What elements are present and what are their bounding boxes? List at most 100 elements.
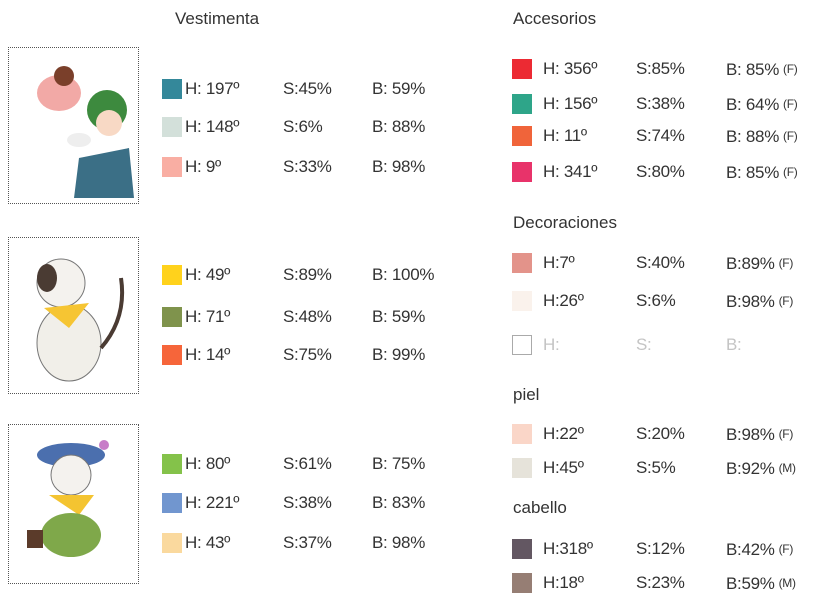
b-value: B: 59% bbox=[372, 307, 426, 326]
color-swatch bbox=[512, 126, 532, 146]
s-value: S:48% bbox=[283, 307, 332, 326]
illustration-dog-hat bbox=[8, 424, 139, 584]
h-value: H:318º bbox=[543, 539, 593, 558]
h-value: H: 221º bbox=[185, 493, 240, 512]
color-swatch bbox=[512, 335, 532, 355]
b-value: B:59% (M) bbox=[726, 574, 796, 593]
note: (F) bbox=[778, 427, 794, 441]
color-swatch bbox=[162, 533, 182, 553]
s-value: S:85% bbox=[636, 59, 685, 78]
color-swatch bbox=[512, 59, 532, 79]
section-title: cabello bbox=[513, 498, 567, 517]
h-value: H:22º bbox=[543, 424, 584, 443]
section-title: Decoraciones bbox=[513, 213, 617, 232]
note: (F) bbox=[783, 129, 798, 143]
color-swatch bbox=[162, 117, 182, 137]
color-swatch bbox=[162, 493, 182, 513]
s-value: S:45% bbox=[283, 79, 332, 98]
s-value: S:37% bbox=[283, 533, 332, 552]
note: (F) bbox=[783, 97, 798, 111]
b-value: B: 98% bbox=[372, 533, 426, 552]
color-swatch bbox=[512, 94, 532, 114]
s-value: S:40% bbox=[636, 253, 685, 272]
b-value: B: 59% bbox=[372, 79, 426, 98]
b-value: B: 85% (F) bbox=[726, 163, 798, 182]
b-value: B: 98% bbox=[372, 157, 426, 176]
s-value: S:61% bbox=[283, 454, 332, 473]
color-swatch bbox=[512, 162, 532, 182]
b-value: B:92% (M) bbox=[726, 459, 796, 478]
note: (M) bbox=[778, 576, 796, 590]
b-value: B: 75% bbox=[372, 454, 426, 473]
h-value: H:18º bbox=[543, 573, 584, 592]
illustration bbox=[37, 66, 134, 198]
s-value: S:12% bbox=[636, 539, 685, 558]
h-value: H: 14º bbox=[185, 345, 231, 364]
b-value: B:42% (F) bbox=[726, 540, 794, 559]
note: (F) bbox=[783, 165, 798, 179]
h-value: H: 9º bbox=[185, 157, 221, 176]
s-value: S:75% bbox=[283, 345, 332, 364]
b-value: B: 99% bbox=[372, 345, 426, 364]
h-value: H: 43º bbox=[185, 533, 231, 552]
note: (F) bbox=[778, 256, 794, 270]
h-value: H: 49º bbox=[185, 265, 231, 284]
h-value: H: 197º bbox=[185, 79, 240, 98]
b-value: B:98% (F) bbox=[726, 425, 794, 444]
color-swatch bbox=[162, 157, 182, 177]
color-swatch bbox=[512, 458, 532, 478]
color-swatch bbox=[512, 573, 532, 593]
note: (F) bbox=[783, 62, 798, 76]
color-swatch bbox=[162, 345, 182, 365]
s-value: S:6% bbox=[636, 291, 676, 310]
s-value: S:23% bbox=[636, 573, 685, 592]
h-value: H: 156º bbox=[543, 94, 598, 113]
illustration bbox=[27, 440, 109, 557]
illustration bbox=[36, 258, 125, 382]
h-value: H: 148º bbox=[185, 117, 240, 136]
s-value: S:5% bbox=[636, 458, 676, 477]
note: (M) bbox=[778, 461, 796, 475]
b-value: B: bbox=[726, 335, 742, 354]
note: (F) bbox=[778, 542, 794, 556]
color-swatch bbox=[512, 424, 532, 444]
s-value: S:33% bbox=[283, 157, 332, 176]
color-swatch bbox=[512, 291, 532, 311]
b-value: B: 88% bbox=[372, 117, 426, 136]
h-value: H: bbox=[543, 335, 560, 354]
b-value: B: 83% bbox=[372, 493, 426, 512]
b-value: B: 100% bbox=[372, 265, 435, 284]
b-value: B: 85% (F) bbox=[726, 60, 798, 79]
b-value: B:89% (F) bbox=[726, 254, 794, 273]
h-value: H: 11º bbox=[543, 126, 587, 145]
s-value: S:6% bbox=[283, 117, 323, 136]
h-value: H:45º bbox=[543, 458, 584, 477]
color-swatch bbox=[162, 307, 182, 327]
b-value: B: 88% (F) bbox=[726, 127, 798, 146]
s-value: S:89% bbox=[283, 265, 332, 284]
s-value: S:20% bbox=[636, 424, 685, 443]
s-value: S: bbox=[636, 335, 652, 354]
color-swatch bbox=[162, 265, 182, 285]
h-value: H:26º bbox=[543, 291, 584, 310]
s-value: S:74% bbox=[636, 126, 685, 145]
color-swatch bbox=[512, 253, 532, 273]
note: (F) bbox=[778, 294, 794, 308]
section-title: Vestimenta bbox=[175, 9, 260, 28]
s-value: S:38% bbox=[636, 94, 685, 113]
h-value: H: 71º bbox=[185, 307, 231, 326]
section-title: Accesorios bbox=[513, 9, 597, 28]
color-swatch bbox=[512, 539, 532, 559]
s-value: S:80% bbox=[636, 162, 685, 181]
illustration-girls bbox=[8, 47, 139, 204]
b-value: B: 64% (F) bbox=[726, 95, 798, 114]
h-value: H:7º bbox=[543, 253, 575, 272]
h-value: H: 356º bbox=[543, 59, 598, 78]
illustration-dog bbox=[8, 237, 139, 394]
color-swatch bbox=[162, 454, 182, 474]
color-swatch bbox=[162, 79, 182, 99]
h-value: H: 341º bbox=[543, 162, 598, 181]
section-title: piel bbox=[513, 385, 540, 404]
b-value: B:98% (F) bbox=[726, 292, 794, 311]
